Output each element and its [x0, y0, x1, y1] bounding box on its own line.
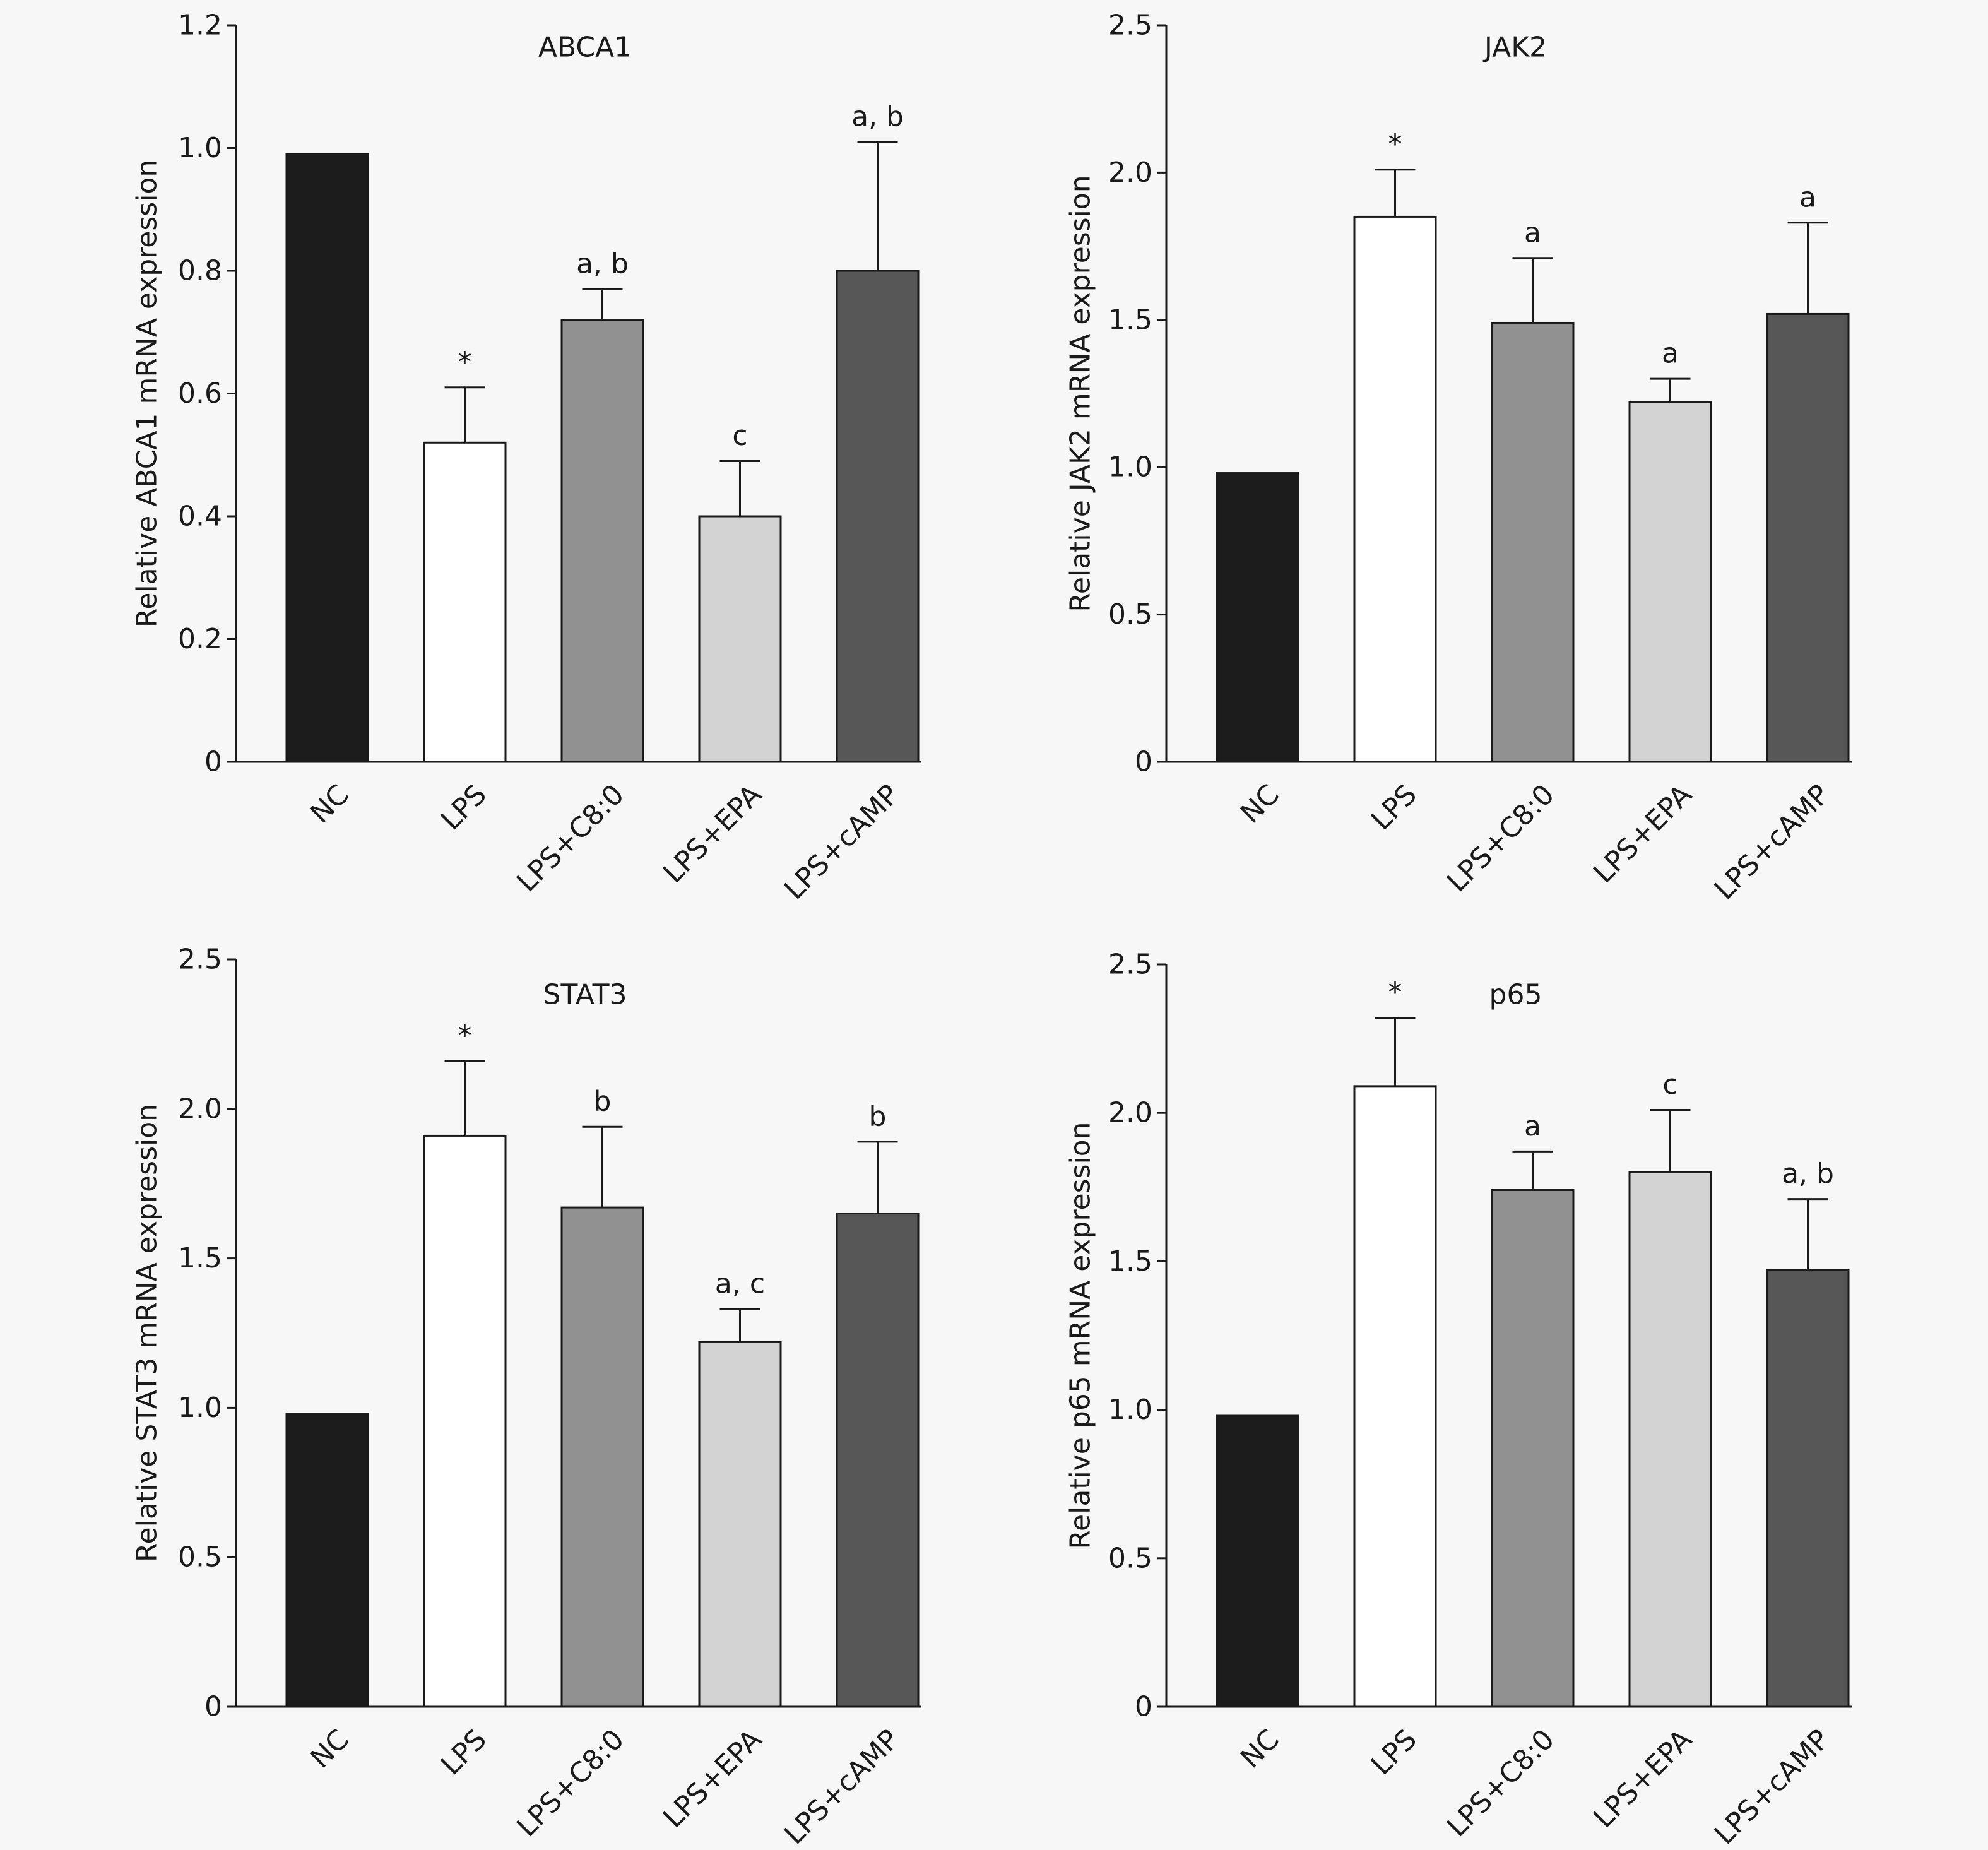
category-label: LPS+EPA	[1587, 1723, 1698, 1834]
bar-LPS+EPA	[1628, 401, 1712, 763]
y-tick-label: 2.0	[1108, 1097, 1152, 1129]
y-tick-label: 0.5	[1108, 1542, 1152, 1574]
y-axis-label: Relative STAT3 mRNA expression	[131, 1104, 163, 1562]
category-label: LPS+cAMP	[1708, 1723, 1836, 1850]
y-tick-label: 2.0	[1108, 157, 1152, 189]
y-tick-label: 2.5	[1108, 949, 1152, 981]
chart-title: JAK2	[1482, 32, 1547, 64]
significance-label: a	[1524, 1110, 1541, 1142]
bar-LPS+EPA	[698, 1341, 782, 1708]
bar-LPS+cAMP	[836, 270, 920, 763]
significance-label: a	[1662, 338, 1679, 370]
significance-label: *	[1388, 128, 1402, 160]
category-label: LPS+cAMP	[778, 778, 906, 906]
significance-label: c	[1662, 1069, 1677, 1101]
significance-label: b	[594, 1086, 612, 1118]
y-tick-label: 1.5	[1108, 1245, 1152, 1278]
y-tick-label: 1.0	[1108, 451, 1152, 483]
y-tick-label: 1.0	[178, 1392, 222, 1424]
category-label: NC	[1234, 1723, 1286, 1774]
significance-label: a	[1799, 181, 1816, 213]
chart-title: STAT3	[543, 979, 627, 1011]
category-label: LPS+C8:0	[511, 778, 630, 898]
chart-panel-2: 0 0.5 1.0 1.5 2.0 2.5 JAK2 Relative JAK2 mRNA e…	[1065, 9, 1852, 906]
chart-title: p65	[1489, 979, 1542, 1011]
y-tick-label: 0	[1135, 1691, 1152, 1723]
y-tick-label: 0.5	[178, 1541, 222, 1574]
category-label: LPS+EPA	[1587, 778, 1698, 889]
bar-LPS+C8:0	[1491, 1189, 1575, 1708]
bar-NC	[285, 1413, 369, 1708]
y-axis-label: Relative ABCA1 mRNA expression	[131, 160, 163, 628]
bar-LPS+EPA	[1628, 1171, 1712, 1708]
y-tick-label: 0.2	[178, 623, 222, 655]
category-label: LPS+EPA	[657, 778, 768, 889]
significance-label: *	[458, 346, 472, 378]
category-label: LPS+C8:0	[511, 1723, 630, 1843]
bar-LPS+cAMP	[1766, 1269, 1850, 1708]
significance-label: a, b	[851, 100, 904, 133]
bar-NC	[285, 153, 369, 763]
significance-label: a, c	[715, 1268, 765, 1300]
bar-NC	[1216, 1414, 1299, 1708]
y-tick-label: 1.5	[178, 1242, 222, 1274]
chart-panel-1: 0 0.2 0.4 0.6 0.8 1.0 1.2 ABCA1 Relative ABCA1 m…	[131, 9, 921, 906]
category-label: LPS	[1365, 778, 1423, 836]
significance-label: a, b	[576, 248, 629, 280]
y-tick-label: 1.5	[1108, 304, 1152, 336]
y-tick-label: 0.6	[178, 377, 222, 410]
bar-LPS+C8:0	[1491, 321, 1575, 763]
bar-NC	[1216, 472, 1299, 763]
bar-LPS	[423, 1134, 507, 1708]
category-label: NC	[1234, 778, 1286, 829]
category-label: LPS+EPA	[657, 1723, 768, 1834]
bar-LPS	[1353, 1085, 1437, 1708]
category-label: LPS	[1365, 1723, 1423, 1781]
significance-label: c	[732, 420, 747, 452]
significance-label: *	[1388, 976, 1402, 1009]
y-tick-label: 0	[1135, 746, 1152, 778]
y-tick-label: 1.0	[178, 132, 222, 164]
y-tick-label: 0.4	[178, 501, 222, 533]
significance-label: b	[869, 1100, 887, 1132]
y-tick-label: 1.0	[1108, 1394, 1152, 1426]
y-tick-label: 1.2	[178, 9, 222, 42]
y-tick-label: 2.5	[1108, 9, 1152, 42]
bar-LPS	[423, 441, 507, 763]
bar-LPS	[1353, 215, 1437, 763]
bar-LPS+cAMP	[1766, 312, 1850, 763]
category-label: NC	[304, 1723, 355, 1774]
bar-LPS+C8:0	[560, 319, 644, 763]
y-tick-label: 2.5	[178, 944, 222, 976]
y-tick-label: 0.5	[1108, 598, 1152, 631]
y-tick-label: 0	[204, 746, 222, 778]
category-label: LPS+cAMP	[778, 1723, 906, 1850]
y-axis-label: Relative p65 mRNA expression	[1065, 1122, 1097, 1549]
significance-label: *	[458, 1020, 472, 1052]
y-tick-label: 0.8	[178, 255, 222, 287]
bar-LPS+C8:0	[560, 1206, 644, 1708]
category-label: LPS+C8:0	[1441, 778, 1561, 898]
significance-label: a, b	[1782, 1158, 1834, 1190]
category-label: LPS	[435, 778, 493, 836]
chart-panel-3: 0 0.5 1.0 1.5 2.0 2.5 STAT3 Relative STAT3 mRNA…	[131, 944, 921, 1850]
y-tick-label: 2.0	[178, 1093, 222, 1125]
significance-label: a	[1524, 216, 1541, 249]
y-axis-label: Relative JAK2 mRNA expression	[1065, 175, 1097, 612]
category-label: LPS	[435, 1723, 493, 1781]
category-label: LPS+C8:0	[1441, 1723, 1561, 1843]
bar-LPS+cAMP	[836, 1213, 920, 1708]
category-label: NC	[304, 778, 355, 829]
chart-title: ABCA1	[538, 32, 632, 64]
chart-panel-4: 0 0.5 1.0 1.5 2.0 2.5 p65 Relative p65 mRNA exp…	[1065, 949, 1852, 1850]
y-tick-label: 0	[204, 1691, 222, 1723]
category-label: LPS+cAMP	[1708, 778, 1836, 906]
bar-LPS+EPA	[698, 515, 782, 763]
